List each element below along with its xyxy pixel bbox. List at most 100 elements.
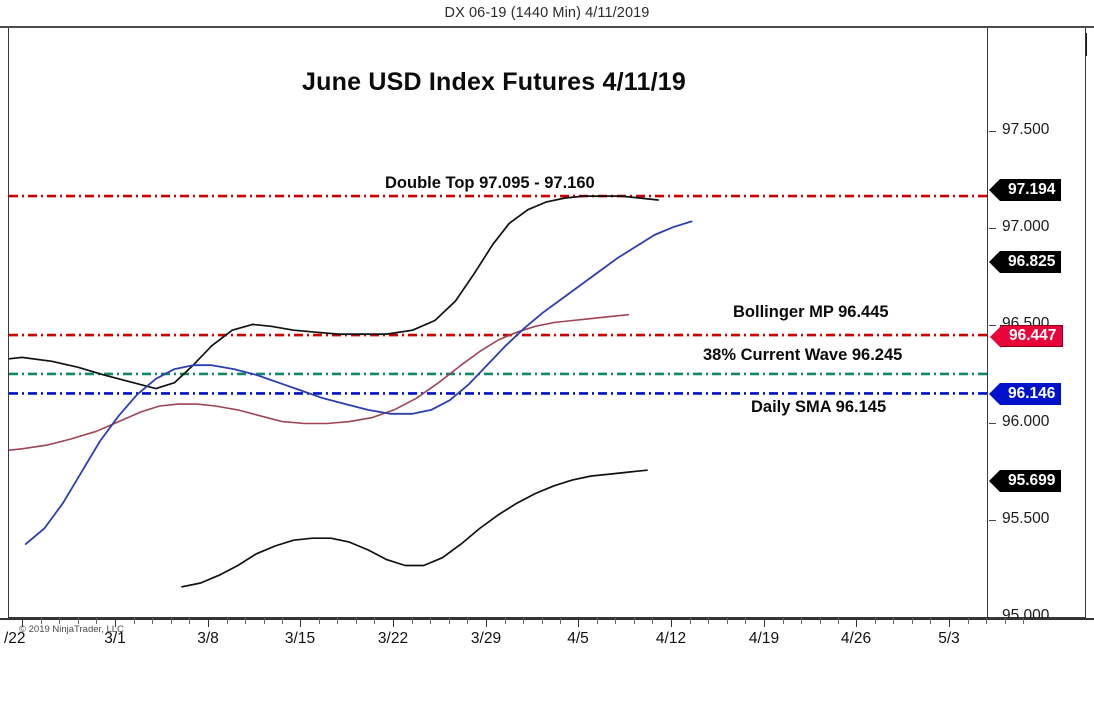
- price-tick-label: 97.000: [1002, 218, 1050, 236]
- price-tick-label: 97.500: [1002, 121, 1050, 138]
- date-tick: [949, 618, 950, 627]
- date-tick-minor: [40, 618, 42, 624]
- date-tick-minor: [689, 618, 691, 624]
- date-tick-minor: [96, 618, 98, 624]
- date-tick: [393, 618, 394, 627]
- price-tick: [989, 422, 996, 424]
- tag-96447[interactable]: 96.447: [990, 324, 1064, 348]
- tag-notch: [989, 383, 1000, 406]
- date-tick-minor: [1004, 618, 1006, 624]
- date-tick-minor: [745, 618, 747, 624]
- date-tick: [578, 618, 579, 627]
- chart-plot-frame: © 2019 NinjaTrader, LLC: [8, 28, 988, 635]
- date-tick-minor: [411, 618, 413, 624]
- tag-95699[interactable]: 95.699: [989, 470, 1062, 493]
- date-tick-label: 3/15: [284, 630, 316, 647]
- date-tick-minor: [986, 618, 988, 624]
- date-tick-minor: [560, 618, 562, 624]
- date-tick-minor: [189, 618, 191, 624]
- tag-value: 96.447: [1009, 326, 1057, 344]
- annotation-bollinger-mp: Bollinger MP 96.445: [733, 303, 889, 321]
- tag-value: 96.825: [1008, 253, 1056, 271]
- date-tick-minor: [448, 618, 450, 624]
- date-tick-minor: [467, 618, 469, 624]
- date-tick-minor: [430, 618, 432, 624]
- tag-notch: [989, 470, 1000, 493]
- date-tick: [208, 618, 209, 627]
- date-tick-minor: [726, 618, 728, 624]
- date-tick-minor: [596, 618, 598, 624]
- price-tick: [989, 617, 996, 618]
- date-axis-line: [0, 618, 1094, 620]
- date-tick-minor: [874, 618, 876, 624]
- date-tick-minor: [819, 618, 821, 624]
- price-axis[interactable]: [988, 28, 1086, 618]
- date-tick-minor: [355, 618, 357, 624]
- tag-value: 97.194: [1008, 181, 1056, 199]
- date-tick-label: 4/19: [748, 630, 780, 647]
- page-title: June USD Index Futures 4/11/19: [302, 68, 686, 96]
- date-tick-label: 4/12: [655, 630, 687, 647]
- price-tick: [989, 519, 996, 521]
- tag-notch: [989, 179, 1000, 202]
- bollinger-lower-band: [181, 469, 648, 588]
- window-title: DX 06-19 (1440 Min) 4/11/2019: [444, 5, 650, 21]
- date-tick-label: /22: [4, 630, 26, 647]
- date-axis[interactable]: /22 3/1 3/8 3/15 3/22 3/29 4/5 4/12 4/19 4/26 5/3: [0, 618, 1094, 668]
- date-tick-label: 4/5: [567, 630, 589, 647]
- copyright-text: © 2019 NinjaTrader, LLC: [19, 624, 124, 635]
- price-tick-label: 96.000: [1002, 412, 1050, 430]
- date-tick-minor: [337, 618, 339, 624]
- date-tick-minor: [893, 618, 895, 624]
- date-tick-minor: [59, 618, 61, 624]
- date-tick-minor: [170, 618, 172, 624]
- date-tick-minor: [226, 618, 228, 624]
- date-tick-minor: [911, 618, 913, 624]
- date-tick-minor: [1023, 618, 1025, 624]
- date-tick-minor: [282, 618, 284, 624]
- tag-96146[interactable]: 96.146: [989, 383, 1062, 406]
- tag-notch: [990, 325, 1001, 348]
- date-tick: [856, 618, 857, 627]
- date-tick-minor: [133, 618, 135, 624]
- window-titlebar: DX 06-19 (1440 Min) 4/11/2019: [0, 0, 1094, 26]
- date-tick: [486, 618, 487, 627]
- date-tick-minor: [967, 618, 969, 624]
- date-tick-label: 3/8: [197, 630, 219, 647]
- date-tick-minor: [708, 618, 710, 624]
- tag-value: 96.146: [1008, 385, 1056, 403]
- date-tick-label: 3/1: [104, 630, 126, 647]
- date-tick-label: 4/26: [840, 630, 872, 647]
- date-tick: [300, 618, 301, 627]
- date-tick: [671, 618, 672, 627]
- tag-97194[interactable]: 97.194: [989, 179, 1062, 202]
- date-tick-minor: [838, 618, 840, 624]
- tag-96825[interactable]: 96.825: [989, 251, 1062, 274]
- date-tick-label: 5/3: [938, 630, 960, 647]
- tag-notch: [989, 251, 1000, 274]
- annotation-current-wave: 38% Current Wave 96.245: [703, 346, 903, 364]
- date-tick-minor: [930, 618, 932, 624]
- tag-value: 95.699: [1008, 472, 1056, 490]
- date-tick-label: 3/29: [470, 630, 502, 647]
- date-tick: [764, 618, 765, 627]
- date-tick-minor: [77, 618, 79, 624]
- annotation-double-top: Double Top 97.095 - 97.160: [385, 174, 595, 192]
- date-tick-label: 3/22: [377, 630, 409, 647]
- price-tick-label: 95.000: [1002, 607, 1050, 624]
- sma-maroon-line: [9, 313, 630, 452]
- date-tick-minor: [374, 618, 376, 624]
- date-tick-minor: [801, 618, 803, 624]
- date-tick-minor: [504, 618, 506, 624]
- date-tick-minor: [523, 618, 525, 624]
- date-tick-minor: [652, 618, 654, 624]
- date-tick: [115, 618, 116, 627]
- annotation-daily-sma: Daily SMA 96.145: [751, 398, 887, 416]
- date-tick-minor: [245, 618, 247, 624]
- price-tick: [989, 228, 996, 230]
- chart-plot-area: [9, 28, 987, 617]
- price-tick-label: 95.500: [1002, 509, 1050, 527]
- titlebar-divider: [0, 26, 1094, 28]
- sma-blue-line: [24, 220, 693, 545]
